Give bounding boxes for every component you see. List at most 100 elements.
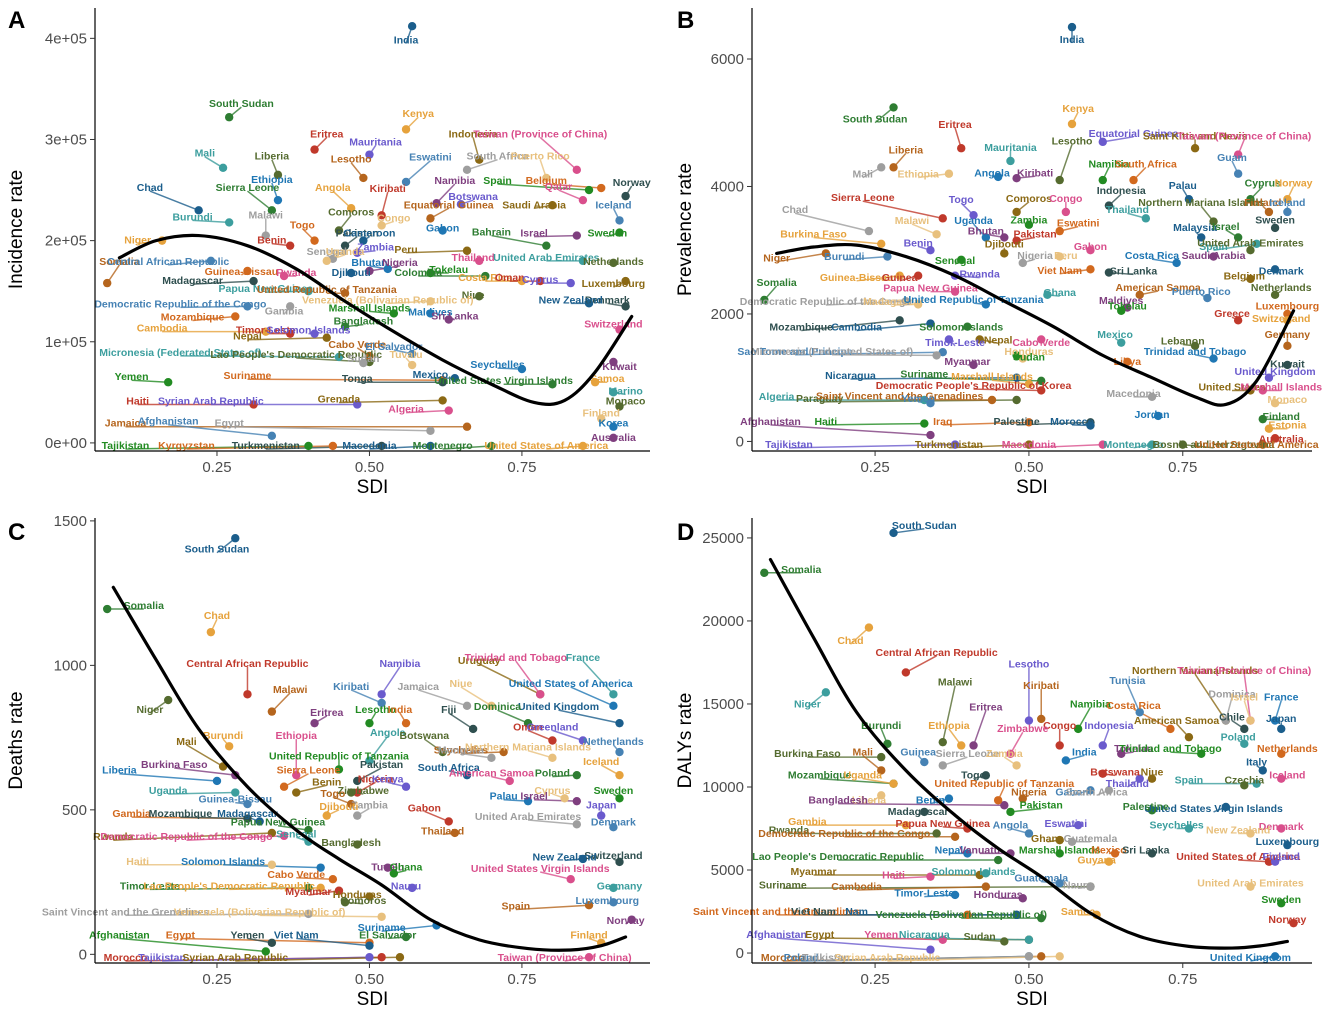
point-costa-rica [1172,258,1181,268]
point-democratic-republic-of-the-congo [279,831,289,841]
point-sweden [1270,223,1280,233]
connector-kiribati [350,689,382,704]
x-axis-title: SDI [1016,989,1048,1010]
point-label-lesotho: Lesotho [331,154,372,166]
point-lao-people-s-democratic-republic [316,883,325,893]
connector-france [582,660,614,695]
point-label-suriname: Suriname [900,369,948,381]
point-label-gabon: Gabon [408,802,441,814]
point-norway [627,915,636,924]
point-label-oman: Oman [495,272,525,284]
point-label-sierra-leone: Sierra Leone [277,765,341,777]
point-samoa [590,378,600,387]
point-mozambique [895,316,904,325]
panel-letter: C [8,519,25,546]
connector-nepal [247,336,327,341]
point-nigeria [1018,794,1027,803]
point-label-cabo-verde: Cabo Verde [328,339,386,351]
point-solomon-islands [981,869,991,878]
point-macedonia [1098,440,1107,449]
point-benin [944,794,954,803]
point-label-guatemala: Guatemala [1064,833,1118,845]
point-botswana [456,200,466,209]
point-gabon [444,817,453,826]
trend-line [117,233,634,406]
point-france [609,690,618,699]
trend-line [768,557,1289,950]
point-taiwan-province-of-china [1233,150,1243,159]
point-timor-leste [944,335,954,344]
point-united-republic-of-tanzania [981,300,991,309]
point-label-south-africa: South Africa [467,151,529,163]
point-haiti [926,872,935,881]
point-label-nigeria: Nigeria [382,257,418,269]
point-label-united-republic-of-tanzania: United Republic of Tanzania [904,294,1044,306]
point-mauritania [1006,156,1015,166]
point-label-eritrea: Eritrea [310,707,343,719]
point-cyprus [560,794,569,803]
point-finland [1270,857,1280,866]
point-label-algeria: Algeria [388,404,424,416]
point-label-finland: Finland [1263,411,1300,423]
point-label-madagascar: Madagascar [863,296,924,308]
point-chad [864,226,874,236]
point-label-australia: Australia [1259,434,1304,446]
point-malaysia [1197,233,1206,242]
point-label-bangladesh: Bangladesh [808,795,868,807]
point-afghanistan [267,431,277,441]
point-greenland [578,736,588,745]
point-label-united-states-of-america: United States of America [1195,439,1319,451]
point-label-bangladesh: Bangladesh [321,837,381,849]
point-south-africa [1129,175,1138,185]
point-label-venezuela-bolivarian-republic-of: Venezuela (Bolivarian Republic of) [302,294,474,306]
point-eritrea [957,144,966,153]
point-label-israel: Israel [520,228,548,240]
point-lesotho [1024,716,1034,725]
point-label-guam: Guam [1217,152,1247,164]
y-tick-label: 20000 [702,613,744,630]
point-benin [292,788,301,797]
point-niue [475,292,484,301]
point-tokelau [1117,749,1126,758]
connector-liberia [119,772,218,782]
point-label-uganda: Uganda [149,785,188,797]
point-saint-vincent-and-the-grenadines [987,395,997,405]
point-label-palau: Palau [490,791,518,803]
point-luxembourg [621,276,630,286]
point-label-trinidad-and-tobago: Trinidad and Tobago [465,652,567,664]
point-timor-leste [950,890,960,900]
connector-namibia [435,183,456,204]
y-tick-label: 4000 [711,178,744,195]
point-label-kuwait: Kuwait [602,361,637,373]
connector-namibia [381,666,401,695]
connector-venezuela-bolivarian-republic-of [387,300,431,305]
point-label-namibia: Namibia [380,658,421,670]
point-united-states-virgin-islands [548,380,557,389]
point-label-el-salvador: El Salvador [365,341,422,353]
point-label-eswatini: Eswatini [1057,218,1100,230]
point-togo [969,210,978,220]
point-eswatini [1073,820,1083,830]
connector-uruguay [478,663,541,695]
point-norway [621,191,630,201]
point-marshall-islands [389,309,399,318]
point-somalia [760,295,769,305]
point-label-somalia: Somalia [124,600,164,612]
connector-taiwan-province-of-china [539,136,578,171]
point-lesotho [359,173,368,183]
point-togo [346,799,356,809]
connector-chad [149,190,199,211]
point-mali [218,163,228,173]
point-myanmar [334,886,344,895]
connector-afghanistan [168,423,272,437]
point-label-montenegro: Montenegro [1103,439,1163,451]
point-label-zimbabwe: Zimbabwe [338,785,390,797]
point-trinidad-and-tobago [1197,749,1206,758]
point-cabo-verde [1037,335,1046,344]
point-label-bhutan: Bhutan [351,257,387,269]
point-label-lesotho: Lesotho [1009,658,1050,670]
point-label-algeria: Algeria [759,391,795,403]
point-label-marshall-islands: Marshall Islands [329,302,411,314]
point-spain [584,185,594,195]
x-tick-label: 0.25 [202,971,231,988]
